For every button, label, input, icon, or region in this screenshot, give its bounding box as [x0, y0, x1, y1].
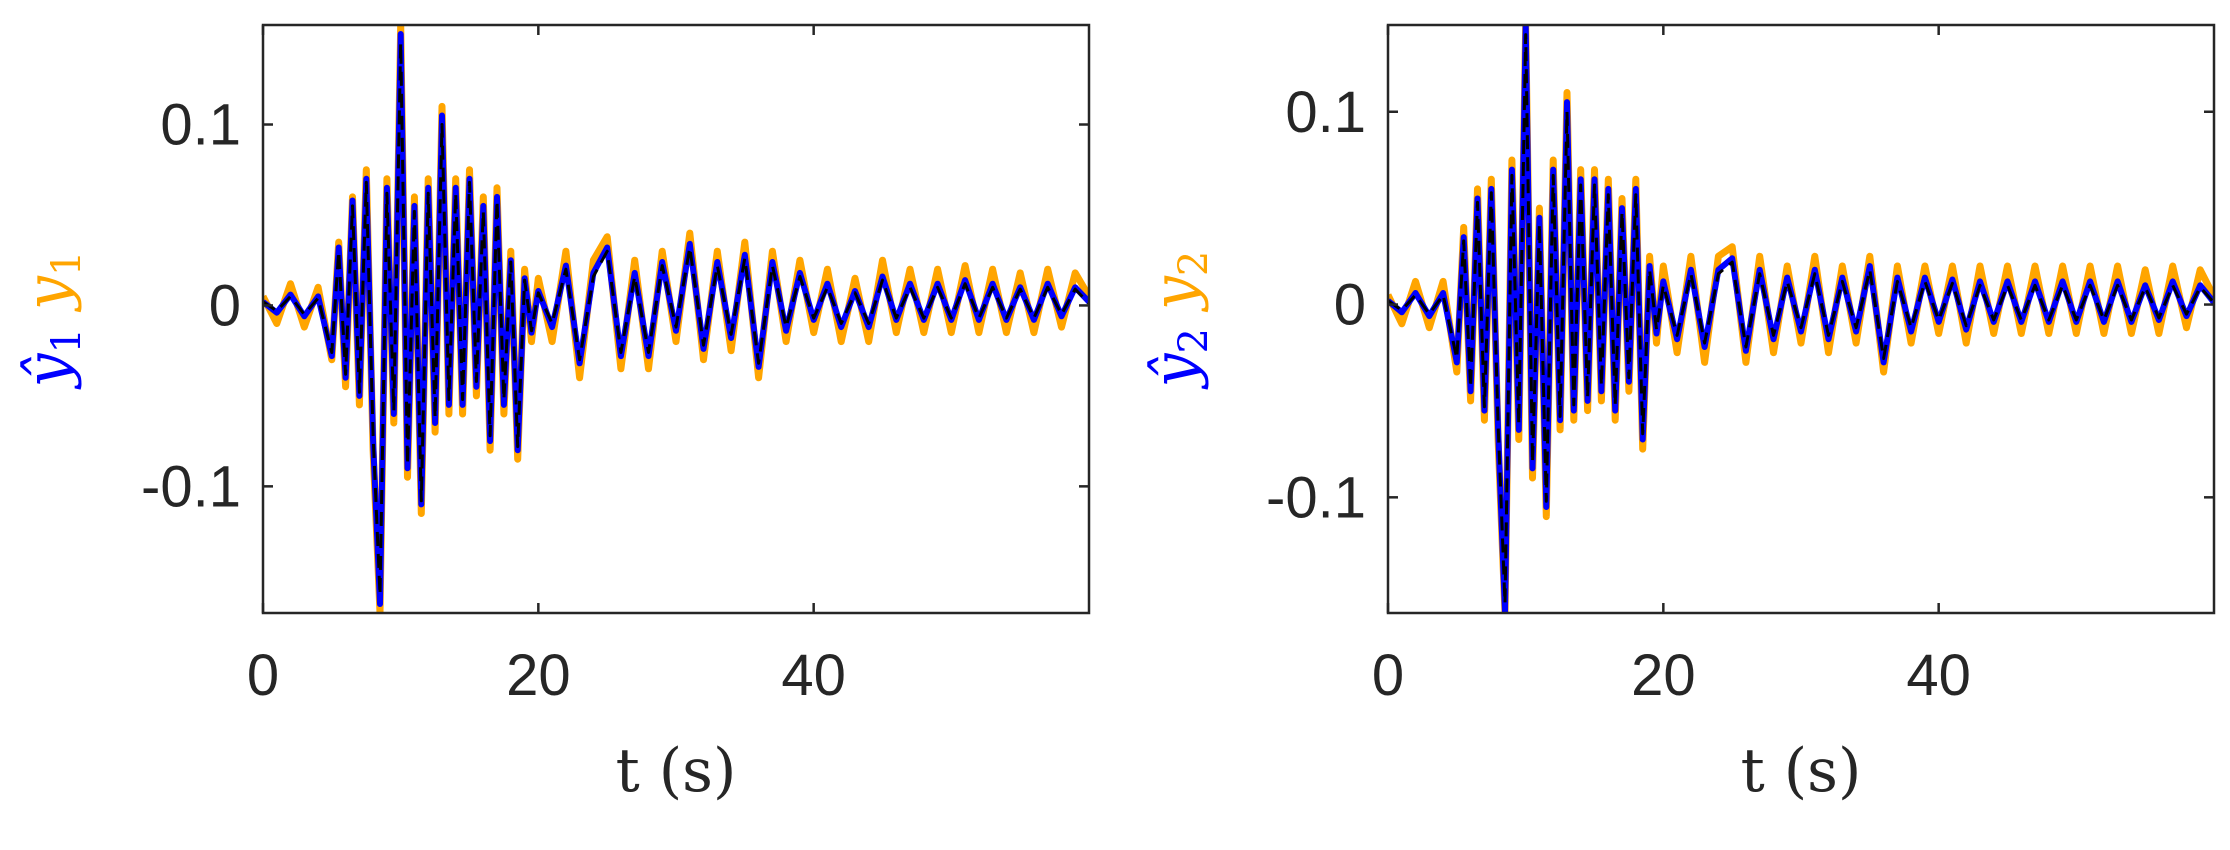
axes-box — [261, 23, 1091, 615]
x-tick-label: 20 — [506, 643, 571, 708]
y-label-measured: y — [13, 275, 83, 313]
x-tick-label: 0 — [1372, 643, 1404, 708]
series-lines — [1388, 25, 2214, 613]
series-estimate-line — [1388, 25, 2214, 613]
x-axis-label: t (s) — [1741, 736, 1862, 806]
y-axis-label: ŷ1y1 — [13, 251, 90, 391]
x-axis-label: t (s) — [616, 736, 737, 806]
series-lines — [263, 25, 1089, 613]
y-label-estimate: ŷ — [1140, 352, 1210, 390]
y-tick-label: 0.1 — [1285, 80, 1366, 145]
series-reference-line — [1388, 33, 2214, 605]
x-tick-label: 0 — [247, 643, 279, 708]
axes-box — [1386, 23, 2216, 615]
x-tick-label: 20 — [1631, 643, 1696, 708]
subplot-right: 0 20 40-0.100.1t (s)ŷ2y2 — [1140, 23, 2216, 806]
y-label-estimate: ŷ — [13, 352, 83, 390]
series-reference-line — [263, 41, 1089, 597]
x-tick-label: 40 — [1906, 643, 1971, 708]
x-tick-label: 40 — [781, 643, 846, 708]
y-tick-label: 0 — [209, 273, 241, 338]
y-axis-label: ŷ2y2 — [1140, 251, 1217, 391]
y-label-measured-sub: 2 — [1171, 251, 1217, 276]
y-label-estimate-sub: 2 — [1171, 328, 1217, 353]
y-tick-label: -0.1 — [141, 454, 241, 519]
y-tick-label: -0.1 — [1266, 465, 1366, 530]
y-label-estimate-sub: 1 — [44, 328, 90, 353]
y-label-measured-sub: 1 — [44, 251, 90, 276]
y-label-measured: y — [1140, 275, 1210, 313]
y-tick-label: 0 — [1334, 273, 1366, 338]
y-tick-label: 0.1 — [160, 93, 241, 158]
subplot-left: 0 20 40-0.100.1t (s)ŷ1y1 — [13, 23, 1091, 806]
